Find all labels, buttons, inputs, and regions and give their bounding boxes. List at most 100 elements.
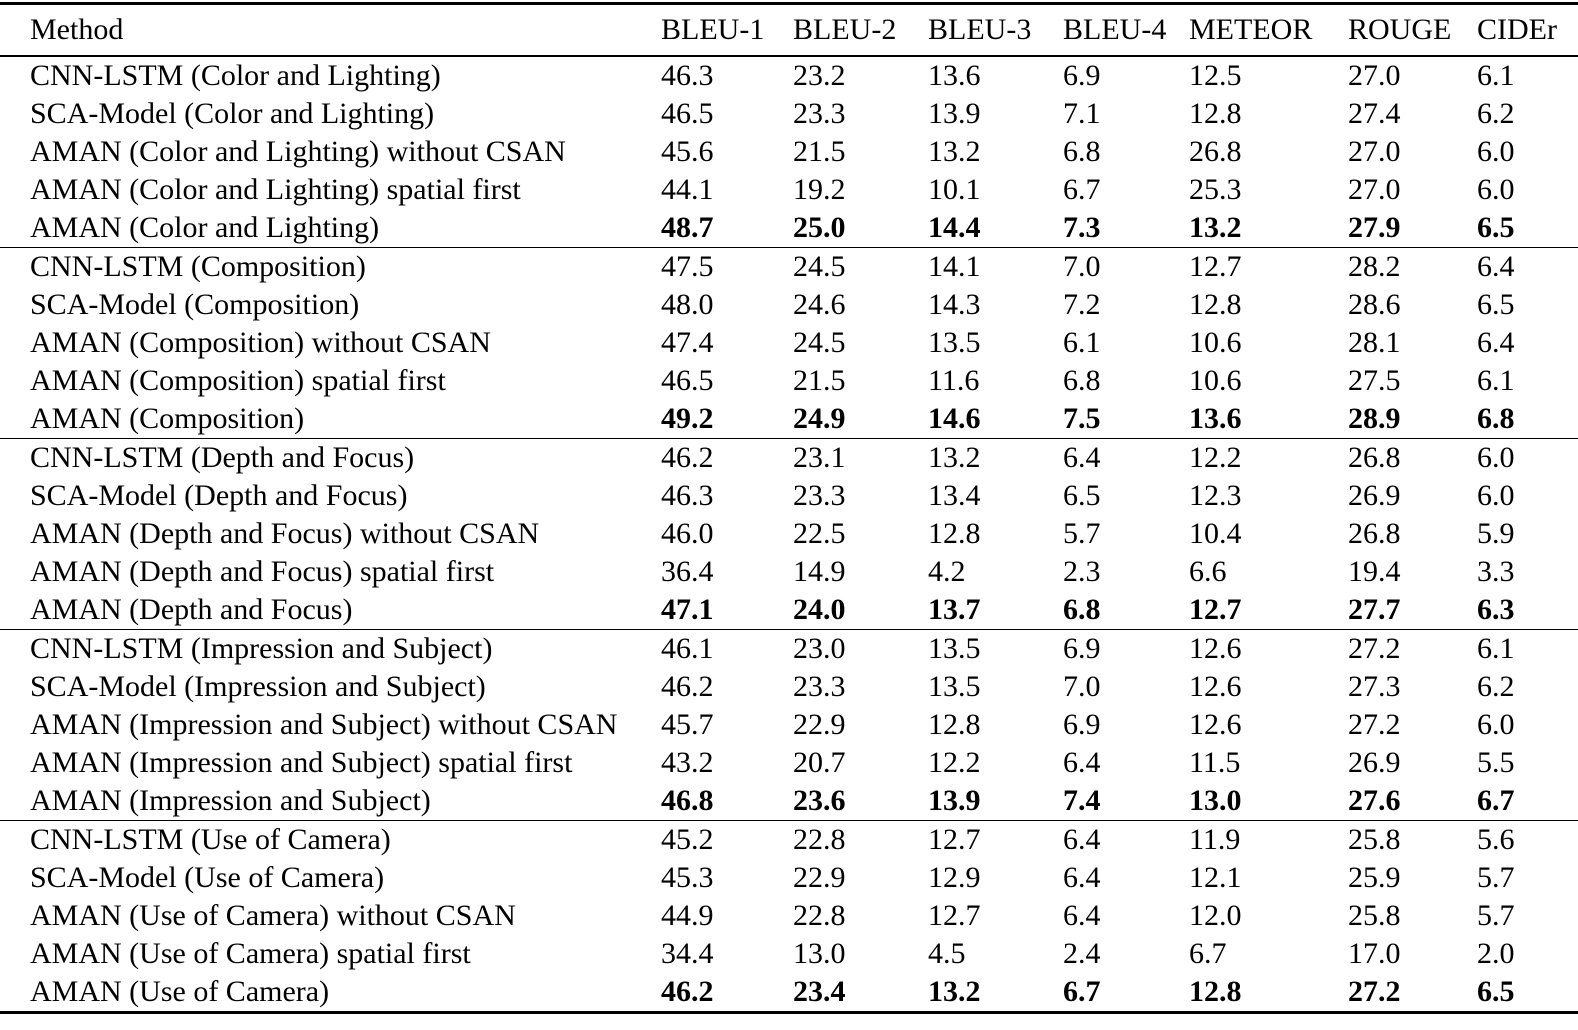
metric-cell: 6.2 bbox=[1477, 670, 1515, 703]
metric-cell: 12.8 bbox=[928, 517, 981, 550]
metric-cell: 23.1 bbox=[793, 438, 928, 477]
metric-cell: 24.0 bbox=[793, 593, 846, 626]
metric-cell: 46.3 bbox=[661, 59, 714, 92]
table-row: SCA-Model (Impression and Subject) 46.2 23… bbox=[0, 668, 1578, 706]
metric-cell: 13.2 bbox=[928, 975, 981, 1008]
metric-cell: 13.9 bbox=[928, 784, 981, 817]
metric-cell: 7.0 bbox=[1063, 670, 1101, 703]
metric-cell: 6.4 bbox=[1063, 861, 1101, 894]
metric-cell: 6.4 bbox=[1063, 438, 1189, 477]
metric-cell: 5.5 bbox=[1477, 746, 1515, 779]
metric-cell: 21.5 bbox=[793, 364, 846, 397]
metric-cell: 6.5 bbox=[1477, 211, 1515, 244]
table-row: AMAN (Depth and Focus) without CSAN 46.0 2… bbox=[0, 515, 1578, 553]
table-row: SCA-Model (Use of Camera) 45.3 22.9 12.9 6.4… bbox=[0, 859, 1578, 897]
metric-cell: 12.8 bbox=[1189, 288, 1242, 321]
metric-cell: 10.1 bbox=[928, 173, 981, 206]
metric-cell: 4.2 bbox=[928, 555, 966, 588]
metric-cell: 27.9 bbox=[1348, 211, 1401, 244]
metric-cell: 46.2 bbox=[661, 438, 793, 477]
metric-cell: 6.4 bbox=[1063, 899, 1101, 932]
metric-cell: 7.0 bbox=[1063, 247, 1189, 286]
metric-cell: 25.9 bbox=[1348, 861, 1401, 894]
metric-cell: 6.5 bbox=[1063, 479, 1101, 512]
results-table-body: CNN-LSTM (Color and Lighting) 46.3 23.2 13.… bbox=[0, 56, 1578, 1013]
metric-cell: 46.8 bbox=[661, 784, 714, 817]
metric-cell: 23.2 bbox=[793, 59, 846, 92]
metric-cell: 3.3 bbox=[1477, 555, 1515, 588]
metric-cell: 6.9 bbox=[1063, 59, 1101, 92]
method-cell: CNN-LSTM (Composition) bbox=[0, 247, 661, 286]
metric-cell: 27.0 bbox=[1348, 135, 1401, 168]
table-row: AMAN (Depth and Focus) spatial first 36.4… bbox=[0, 553, 1578, 591]
metric-cell: 47.4 bbox=[661, 326, 714, 359]
metric-cell: 36.4 bbox=[661, 555, 714, 588]
table-row: SCA-Model (Color and Lighting) 46.5 23.3 13… bbox=[0, 95, 1578, 133]
metric-cell: 11.5 bbox=[1189, 746, 1241, 779]
metric-cell: 24.6 bbox=[793, 288, 846, 321]
metric-cell: 23.3 bbox=[793, 670, 846, 703]
metric-cell: 12.3 bbox=[1189, 479, 1242, 512]
metric-cell: 6.7 bbox=[1063, 173, 1101, 206]
metric-cell: 27.6 bbox=[1348, 784, 1401, 817]
table-row: AMAN (Impression and Subject) spatial fi… bbox=[0, 744, 1578, 782]
table-row: AMAN (Use of Camera) without CSAN 44.9 22.… bbox=[0, 897, 1578, 935]
metric-cell: 23.3 bbox=[793, 97, 846, 130]
metric-cell: 12.2 bbox=[928, 746, 981, 779]
metric-cell: 6.0 bbox=[1477, 708, 1515, 741]
metric-cell: 22.9 bbox=[793, 861, 846, 894]
method-cell: AMAN (Use of Camera) bbox=[30, 975, 330, 1008]
metric-cell: 19.4 bbox=[1348, 555, 1401, 588]
metric-cell: 24.5 bbox=[793, 326, 846, 359]
metric-cell: 25.8 bbox=[1348, 820, 1477, 859]
metric-cell: 47.1 bbox=[661, 593, 714, 626]
metric-cell: 6.2 bbox=[1477, 97, 1515, 130]
metric-cell: 13.2 bbox=[928, 438, 1063, 477]
metric-cell: 6.6 bbox=[1189, 555, 1227, 588]
method-cell: CNN-LSTM (Color and Lighting) bbox=[30, 59, 441, 92]
table-row: CNN-LSTM (Impression and Subject) 46.1 23.… bbox=[0, 629, 1578, 668]
metric-cell: 26.8 bbox=[1348, 438, 1477, 477]
metric-cell: 4.5 bbox=[928, 937, 966, 970]
metric-cell: 7.1 bbox=[1063, 97, 1101, 130]
metric-cell: 6.8 bbox=[1063, 135, 1101, 168]
metric-cell: 12.7 bbox=[928, 820, 1063, 859]
table-row: AMAN (Composition) spatial first 46.5 21.5… bbox=[0, 362, 1578, 400]
metric-cell: 6.8 bbox=[1063, 593, 1101, 626]
method-cell: AMAN (Color and Lighting) without CSAN bbox=[30, 135, 566, 168]
metric-column-header: METEOR bbox=[1189, 3, 1348, 57]
table-row: SCA-Model (Composition) 48.0 24.6 14.3 7.2 12… bbox=[0, 286, 1578, 324]
metric-column-header: BLEU-2 bbox=[793, 3, 928, 57]
metric-cell: 13.6 bbox=[1189, 402, 1242, 435]
metric-cell: 6.0 bbox=[1477, 135, 1515, 168]
method-cell: SCA-Model (Impression and Subject) bbox=[30, 670, 486, 703]
metric-cell: 46.5 bbox=[661, 97, 714, 130]
metric-cell: 26.9 bbox=[1348, 479, 1401, 512]
metric-cell: 20.7 bbox=[793, 746, 846, 779]
metric-cell: 14.4 bbox=[928, 211, 981, 244]
metric-cell: 27.4 bbox=[1348, 97, 1401, 130]
metric-cell: 25.8 bbox=[1348, 899, 1401, 932]
method-cell: AMAN (Composition) bbox=[30, 402, 305, 435]
metric-cell: 10.6 bbox=[1189, 326, 1242, 359]
metric-cell: 28.6 bbox=[1348, 288, 1401, 321]
method-cell: AMAN (Impression and Subject) bbox=[30, 784, 431, 817]
metric-cell: 5.7 bbox=[1477, 899, 1515, 932]
metric-cell: 45.3 bbox=[661, 861, 714, 894]
metric-cell: 19.2 bbox=[793, 173, 846, 206]
method-cell: SCA-Model (Color and Lighting) bbox=[30, 97, 435, 130]
metric-cell: 13.6 bbox=[928, 59, 981, 92]
metric-cell: 48.0 bbox=[661, 288, 714, 321]
metric-cell: 25.0 bbox=[793, 211, 846, 244]
metric-cell: 28.1 bbox=[1348, 326, 1401, 359]
method-cell: AMAN (Composition) spatial first bbox=[30, 364, 446, 397]
metric-cell: 6.9 bbox=[1063, 708, 1101, 741]
metric-cell: 6.8 bbox=[1063, 364, 1101, 397]
metric-column-header: CIDEr bbox=[1477, 3, 1578, 57]
metric-cell: 12.6 bbox=[1189, 670, 1242, 703]
metric-cell: 49.2 bbox=[661, 402, 714, 435]
metric-cell: 11.6 bbox=[928, 364, 980, 397]
metric-cell: 6.1 bbox=[1477, 59, 1515, 92]
metric-cell: 14.3 bbox=[928, 288, 981, 321]
